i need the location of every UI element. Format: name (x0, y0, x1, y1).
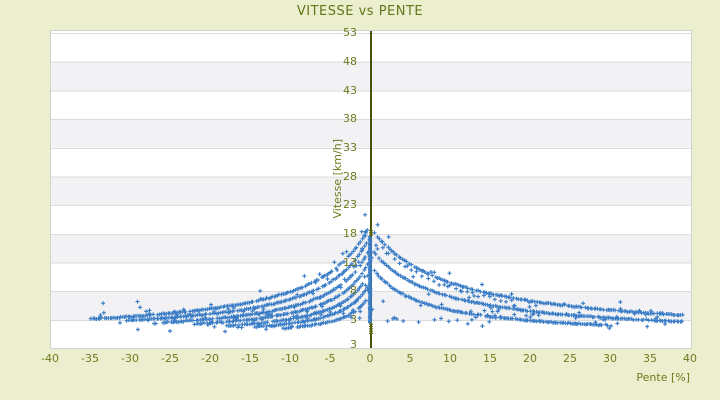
x-tick-label: -15 (241, 352, 259, 365)
y-axis-title: Vitesse [km/h] (331, 138, 344, 219)
x-tick-label: 25 (563, 352, 577, 365)
x-tick-label: 20 (523, 352, 537, 365)
chart-title: VITESSE vs PENTE (296, 4, 424, 19)
x-tick-label: 0 (366, 352, 374, 365)
x-tick-label: 15 (483, 352, 497, 365)
speed-data-points (88, 212, 685, 334)
x-tick-label: 40 (683, 352, 697, 365)
y-tick-label: 18 (343, 227, 357, 241)
plot-area: 53 48 43 38 33 28 23 18 13 8 3 3 Vitesse [km/h] (50, 26, 692, 351)
y-axis-line (370, 31, 372, 348)
y-tick-label: 8 (350, 284, 357, 298)
y-tick-label: 23 (343, 198, 357, 212)
x-tick-label: -35 (81, 352, 99, 365)
x-tick-label: 30 (603, 352, 617, 365)
scatter-points-layer (88, 212, 685, 336)
y-tick-label: 28 (343, 169, 357, 183)
y-axis-bottom-label: 3 (350, 338, 357, 351)
x-tick-label: 10 (443, 352, 457, 365)
x-tick-label: -5 (324, 352, 336, 365)
x-tick-label: -25 (161, 352, 179, 365)
y-tick-label: 13 (343, 255, 357, 269)
axis-mark-points (369, 228, 373, 336)
y-tick-label: 53 (343, 26, 357, 40)
y-tick-label: 48 (343, 54, 357, 68)
x-tick-label: -40 (41, 352, 59, 365)
y-tick-label: 38 (343, 112, 357, 126)
x-tick-label: -30 (121, 352, 139, 365)
x-tick-label: -10 (281, 352, 299, 365)
x-tick-label: -20 (201, 352, 219, 365)
x-axis-title: Pente [%] (636, 371, 690, 384)
x-tick-label: 35 (643, 352, 657, 365)
y-tick-label: 3 (350, 313, 357, 327)
x-tick-label: 5 (406, 352, 414, 365)
y-tick-label: 33 (343, 141, 357, 155)
y-tick-label: 43 (343, 83, 357, 97)
